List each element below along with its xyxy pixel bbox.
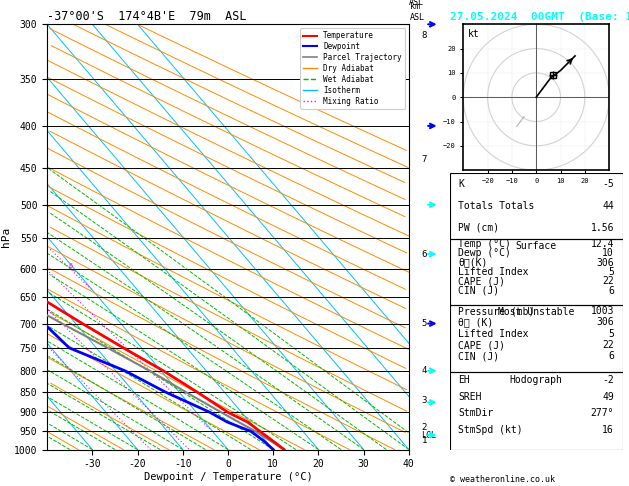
Text: 10: 10 bbox=[603, 248, 614, 258]
Bar bbox=[450, 173, 623, 239]
Y-axis label: km
ASL: km ASL bbox=[0, 218, 8, 237]
Text: 27.05.2024  00GMT  (Base: 18): 27.05.2024 00GMT (Base: 18) bbox=[450, 12, 629, 22]
Text: 3: 3 bbox=[421, 396, 427, 405]
Text: PW (cm): PW (cm) bbox=[459, 223, 499, 233]
Text: -5: -5 bbox=[603, 179, 614, 189]
Text: 5: 5 bbox=[608, 329, 614, 339]
Text: 22: 22 bbox=[603, 340, 614, 350]
Text: km
ASL: km ASL bbox=[409, 0, 424, 7]
Text: © weatheronline.co.uk: © weatheronline.co.uk bbox=[450, 474, 555, 484]
Text: Lifted Index: Lifted Index bbox=[459, 267, 529, 277]
Text: 277°: 277° bbox=[591, 408, 614, 418]
Text: 49: 49 bbox=[603, 392, 614, 402]
Bar bbox=[450, 239, 623, 306]
Text: 1.56: 1.56 bbox=[591, 223, 614, 233]
Text: CAPE (J): CAPE (J) bbox=[459, 340, 505, 350]
Text: 5: 5 bbox=[608, 267, 614, 277]
Text: Totals Totals: Totals Totals bbox=[459, 201, 535, 211]
Text: 6: 6 bbox=[69, 263, 73, 269]
Text: 306: 306 bbox=[596, 317, 614, 328]
Text: Most Unstable: Most Unstable bbox=[498, 307, 574, 317]
Text: -2: -2 bbox=[603, 375, 614, 385]
Text: kt: kt bbox=[468, 29, 479, 39]
Text: 4: 4 bbox=[421, 366, 427, 375]
Bar bbox=[450, 372, 623, 450]
Text: 5: 5 bbox=[421, 319, 427, 328]
Text: 306: 306 bbox=[596, 258, 614, 268]
Text: km
ASL: km ASL bbox=[410, 2, 425, 22]
Y-axis label: hPa: hPa bbox=[1, 227, 11, 247]
Text: 6: 6 bbox=[608, 351, 614, 362]
Text: Lifted Index: Lifted Index bbox=[459, 329, 529, 339]
Text: StmDir: StmDir bbox=[459, 408, 494, 418]
Text: 8: 8 bbox=[421, 32, 427, 40]
Text: SREH: SREH bbox=[459, 392, 482, 402]
Text: 16: 16 bbox=[603, 425, 614, 434]
Text: 2: 2 bbox=[421, 423, 427, 432]
Text: LCL: LCL bbox=[421, 431, 437, 440]
Text: 44: 44 bbox=[603, 201, 614, 211]
Text: 1003: 1003 bbox=[591, 306, 614, 316]
Text: Dewp (°C): Dewp (°C) bbox=[459, 248, 511, 258]
Text: Surface: Surface bbox=[516, 241, 557, 251]
Text: CAPE (J): CAPE (J) bbox=[459, 277, 505, 286]
Text: Pressure (mb): Pressure (mb) bbox=[459, 306, 535, 316]
Text: Hodograph: Hodograph bbox=[509, 375, 563, 385]
Text: CIN (J): CIN (J) bbox=[459, 351, 499, 362]
Text: 6: 6 bbox=[421, 250, 427, 259]
Text: 22: 22 bbox=[603, 277, 614, 286]
Text: -37°00'S  174°4B'E  79m  ASL: -37°00'S 174°4B'E 79m ASL bbox=[47, 10, 247, 23]
Text: θᴁ (K): θᴁ (K) bbox=[459, 317, 494, 328]
Text: StmSpd (kt): StmSpd (kt) bbox=[459, 425, 523, 434]
Text: 6: 6 bbox=[608, 286, 614, 296]
Text: K: K bbox=[459, 179, 464, 189]
Text: 7: 7 bbox=[421, 155, 427, 164]
Text: 1: 1 bbox=[421, 436, 427, 445]
Bar bbox=[450, 306, 623, 372]
Legend: Temperature, Dewpoint, Parcel Trajectory, Dry Adiabat, Wet Adiabat, Isotherm, Mi: Temperature, Dewpoint, Parcel Trajectory… bbox=[301, 28, 405, 109]
Text: θᴁ(K): θᴁ(K) bbox=[459, 258, 487, 268]
Text: Temp (°C): Temp (°C) bbox=[459, 239, 511, 249]
Text: 12.4: 12.4 bbox=[591, 239, 614, 249]
Text: CIN (J): CIN (J) bbox=[459, 286, 499, 296]
X-axis label: Dewpoint / Temperature (°C): Dewpoint / Temperature (°C) bbox=[143, 472, 313, 482]
Text: EH: EH bbox=[459, 375, 470, 385]
